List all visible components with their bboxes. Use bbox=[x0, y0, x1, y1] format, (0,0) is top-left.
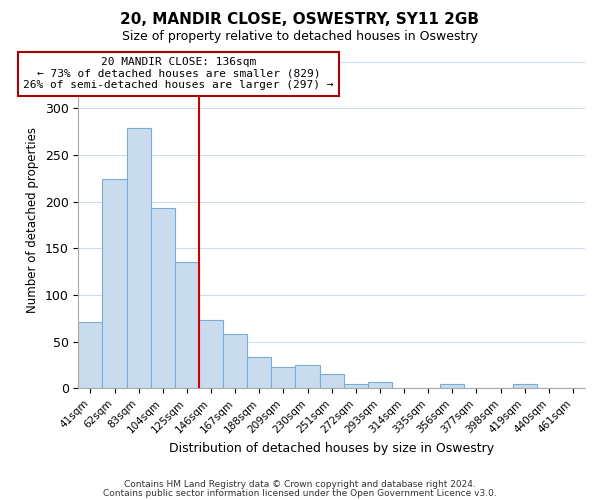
Bar bbox=[127, 128, 151, 388]
Bar bbox=[79, 322, 103, 388]
Bar bbox=[512, 384, 537, 388]
Y-axis label: Number of detached properties: Number of detached properties bbox=[26, 128, 39, 314]
Bar bbox=[199, 320, 223, 388]
Text: Contains HM Land Registry data © Crown copyright and database right 2024.: Contains HM Land Registry data © Crown c… bbox=[124, 480, 476, 489]
Bar bbox=[320, 374, 344, 388]
Text: 20 MANDIR CLOSE: 136sqm
← 73% of detached houses are smaller (829)
26% of semi-d: 20 MANDIR CLOSE: 136sqm ← 73% of detache… bbox=[23, 57, 334, 90]
Bar bbox=[223, 334, 247, 388]
Bar bbox=[175, 262, 199, 388]
Text: Contains public sector information licensed under the Open Government Licence v3: Contains public sector information licen… bbox=[103, 488, 497, 498]
X-axis label: Distribution of detached houses by size in Oswestry: Distribution of detached houses by size … bbox=[169, 442, 494, 455]
Text: 20, MANDIR CLOSE, OSWESTRY, SY11 2GB: 20, MANDIR CLOSE, OSWESTRY, SY11 2GB bbox=[121, 12, 479, 28]
Bar bbox=[151, 208, 175, 388]
Bar bbox=[103, 180, 127, 388]
Bar bbox=[295, 365, 320, 388]
Bar bbox=[368, 382, 392, 388]
Bar bbox=[271, 367, 295, 388]
Text: Size of property relative to detached houses in Oswestry: Size of property relative to detached ho… bbox=[122, 30, 478, 43]
Bar bbox=[440, 384, 464, 388]
Bar bbox=[344, 384, 368, 388]
Bar bbox=[247, 356, 271, 388]
